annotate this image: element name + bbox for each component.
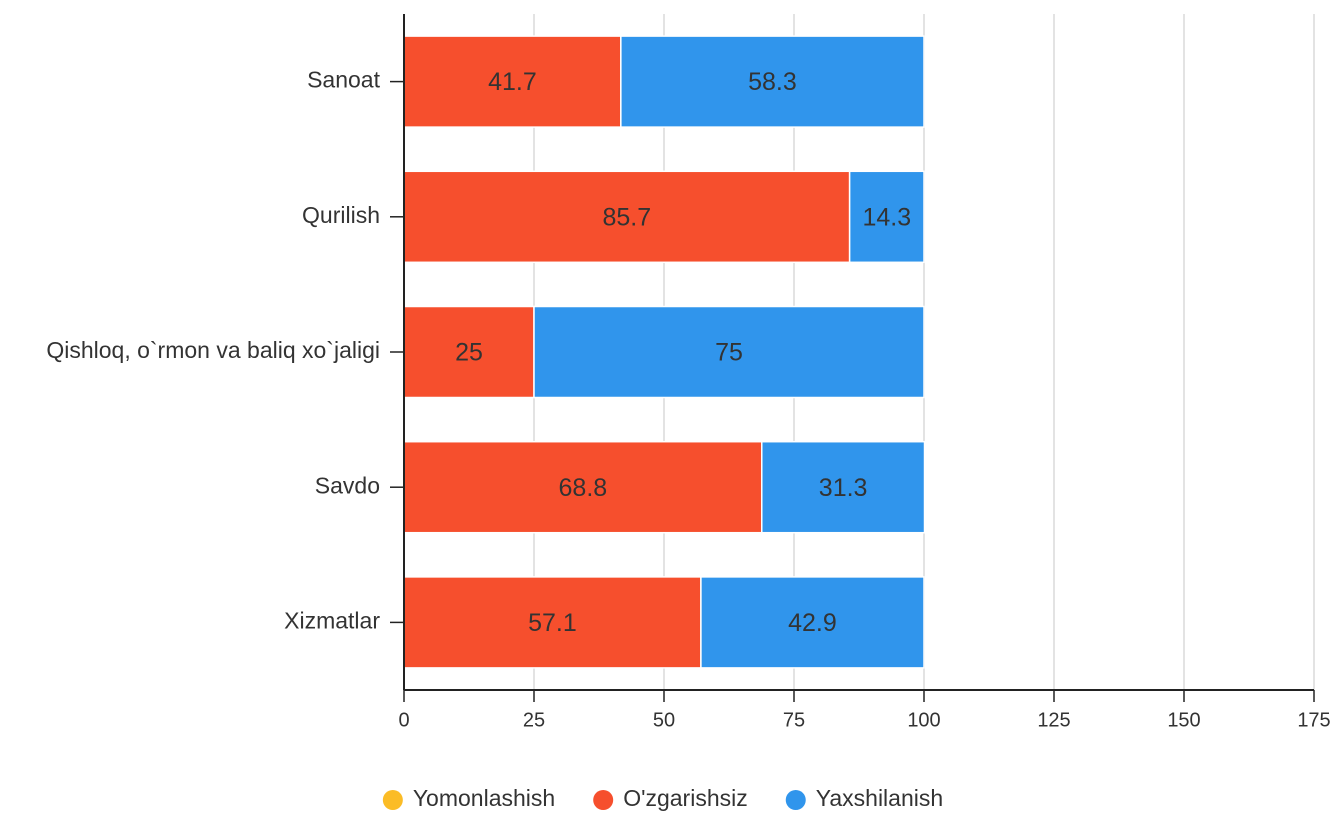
legend-label: O'zgarishsiz — [623, 785, 748, 811]
x-tick-label: 175 — [1297, 709, 1330, 731]
bar-segment — [403, 170, 851, 264]
legend-marker — [593, 790, 614, 810]
bar-segment — [700, 576, 925, 669]
x-tick-label: 75 — [783, 709, 805, 731]
data-label: 31.3 — [819, 474, 868, 502]
x-tick-label: 125 — [1037, 709, 1070, 731]
x-tick-label: 0 — [398, 709, 409, 731]
legend-label: Yaxshilanish — [816, 785, 943, 811]
data-label: 57.1 — [528, 609, 577, 637]
bar-segment — [403, 440, 763, 534]
data-label: 41.7 — [488, 68, 537, 96]
y-tick-label: Sanoat — [307, 67, 381, 93]
legend-label: Yomonlashish — [413, 785, 555, 811]
y-tick-label: Qishloq, o`rmon va baliq xo`jaligi — [46, 337, 380, 363]
data-label: 75 — [715, 339, 743, 367]
legend-marker — [785, 790, 806, 810]
data-label: 58.3 — [748, 68, 797, 96]
bar-segment — [848, 170, 925, 264]
data-label: 14.3 — [862, 203, 911, 231]
bar-segment — [761, 440, 926, 534]
y-tick-label: Qurilish — [302, 202, 380, 228]
bar-segment — [403, 35, 622, 128]
x-tick-label: 50 — [653, 709, 675, 731]
data-label: 42.9 — [788, 609, 837, 637]
bar-segment — [403, 305, 535, 399]
legend-marker — [382, 790, 403, 810]
x-tick-label: 25 — [523, 709, 545, 731]
y-tick-label: Savdo — [315, 472, 380, 498]
bar-segment — [403, 576, 702, 669]
bar-segment — [533, 305, 925, 399]
data-label: 68.8 — [559, 474, 608, 502]
x-tick-label: 100 — [907, 709, 940, 731]
data-label: 85.7 — [602, 203, 651, 231]
bar-segment — [620, 35, 925, 128]
data-label: 25 — [455, 339, 483, 367]
x-tick-label: 150 — [1167, 709, 1200, 731]
y-tick-label: Xizmatlar — [284, 607, 380, 633]
